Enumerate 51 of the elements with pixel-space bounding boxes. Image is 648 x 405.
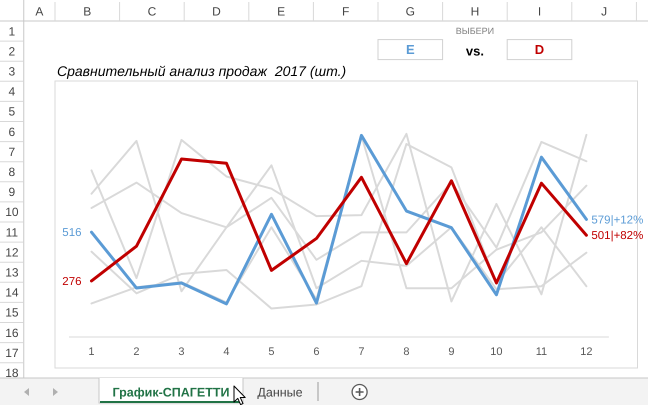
text: D xyxy=(534,42,544,58)
text: 17 xyxy=(5,346,19,360)
text: 11 xyxy=(6,225,18,240)
text: График-СПАГЕТТИ xyxy=(112,385,230,400)
text: 4 xyxy=(8,84,16,99)
text: 14 xyxy=(5,286,19,300)
x-tick-label: 5 xyxy=(268,346,275,358)
text: 7 xyxy=(8,144,16,159)
text: 16 xyxy=(5,326,19,340)
x-tick-label: 11 xyxy=(536,346,548,358)
text: I xyxy=(538,4,542,19)
x-tick-label: 7 xyxy=(358,346,365,358)
data-label: 579|+12% xyxy=(591,214,644,226)
x-tick-label: 3 xyxy=(178,346,185,358)
text: 13 xyxy=(5,265,19,280)
text: 15 xyxy=(5,306,19,320)
text: 18 xyxy=(5,366,19,380)
data-label: 516 xyxy=(62,227,82,240)
text: 3 xyxy=(8,64,16,78)
x-tick-label: 8 xyxy=(403,346,410,358)
x-tick-label: 4 xyxy=(223,346,230,358)
x-tick-label: 10 xyxy=(490,346,503,358)
text: J xyxy=(601,4,608,19)
text: D xyxy=(212,4,222,19)
text: G xyxy=(406,4,415,19)
text: 6 xyxy=(8,124,16,139)
text: 9 xyxy=(8,185,16,200)
data-label: 276 xyxy=(62,276,82,288)
text: 10 xyxy=(5,205,19,220)
text: E xyxy=(406,42,415,58)
text: ВЫБЕРИ xyxy=(456,26,494,36)
text: E xyxy=(277,4,286,19)
text: A xyxy=(35,4,44,19)
x-tick-label: 2 xyxy=(133,346,140,358)
chart-title: Сравнительный анализ продаж 2017 (шт.) xyxy=(57,63,346,80)
text: 12 xyxy=(5,245,19,260)
x-tick-label: 1 xyxy=(88,346,95,358)
text: 2 xyxy=(8,44,16,58)
text: C xyxy=(148,4,157,19)
text: F xyxy=(342,4,350,19)
text: 5 xyxy=(8,104,16,119)
x-tick-label: 6 xyxy=(313,346,320,358)
data-label: 501|+82% xyxy=(591,230,644,242)
text: H xyxy=(470,4,480,19)
x-tick-label: 12 xyxy=(580,346,593,358)
text: 1 xyxy=(8,24,16,38)
text: 8 xyxy=(8,164,16,179)
text: B xyxy=(83,4,92,19)
text: vs. xyxy=(466,44,484,59)
x-tick-label: 9 xyxy=(448,346,454,358)
text: Данные xyxy=(257,385,303,400)
